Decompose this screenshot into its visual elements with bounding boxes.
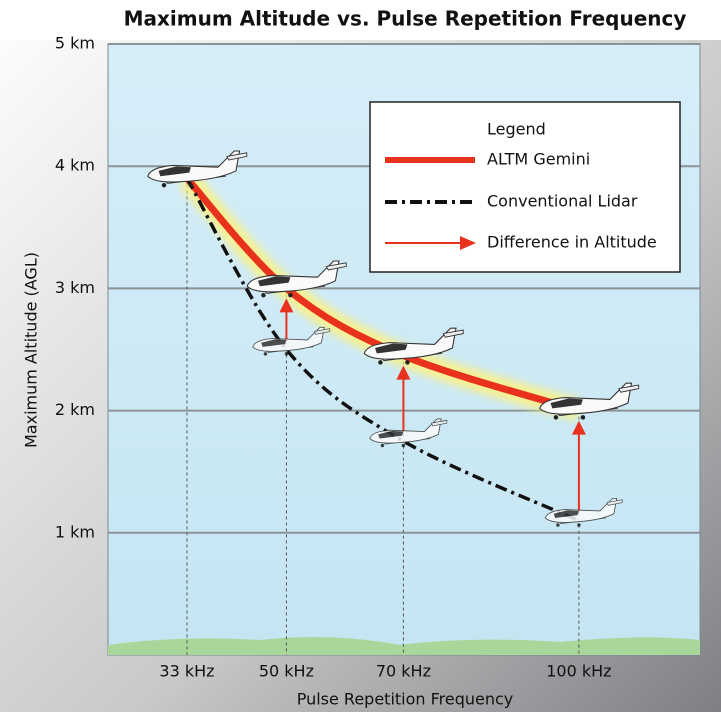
airplane-tail <box>606 499 623 506</box>
airplane-window <box>550 398 583 409</box>
airplane-wheel <box>284 352 289 356</box>
airplane-wheel <box>261 292 266 298</box>
airplane <box>246 260 347 298</box>
line <box>185 177 580 523</box>
arrow-head <box>396 365 411 380</box>
airplane-wheel <box>401 443 406 448</box>
airplane <box>544 497 623 527</box>
y-tick-label: 3 km <box>55 278 95 297</box>
title-band <box>0 0 721 40</box>
x-tick-label: 70 kHz <box>376 662 431 681</box>
airplane-wheel <box>553 415 559 420</box>
airplane-wheel <box>556 523 560 527</box>
airplane-wheel <box>580 415 586 420</box>
airplane-wheel <box>263 352 268 356</box>
x-axis-label: Pulse Repetition Frequency <box>297 690 514 709</box>
airplane-wheel <box>405 360 410 365</box>
airplane-wheel <box>380 443 385 448</box>
legend-arrow-head <box>460 236 476 250</box>
airplane <box>147 150 248 188</box>
arrow-head <box>279 298 294 313</box>
line <box>184 176 580 414</box>
airplane-window <box>261 339 287 347</box>
airplane-tail <box>226 152 248 161</box>
airplane-window <box>158 166 191 177</box>
airplane-window <box>378 430 404 439</box>
airplane <box>369 418 448 448</box>
x-tick-label: 100 kHz <box>546 662 611 681</box>
legend-label: ALTM Gemini <box>487 150 590 169</box>
legend: Legend ALTM Gemini Conventional Lidar Diff… <box>369 101 681 273</box>
legend-title: Legend <box>487 120 546 139</box>
airplane-tail <box>430 419 448 427</box>
y-tick-label: 5 km <box>55 34 95 53</box>
ground <box>108 636 700 655</box>
arrow-head <box>571 420 586 435</box>
airplane-tail <box>442 329 464 338</box>
airplane-wheel <box>577 523 581 527</box>
x-tick-label: 50 kHz <box>259 662 314 681</box>
airplane-wheel <box>188 182 194 188</box>
airplane-tail <box>618 384 640 393</box>
airplane-window <box>375 343 408 354</box>
airplane-tail <box>325 262 347 271</box>
airplane-wheel <box>378 360 383 365</box>
legend-label: Conventional Lidar <box>487 192 638 211</box>
airplane <box>363 327 464 365</box>
plot <box>108 43 700 655</box>
y-tick-label: 4 km <box>55 156 95 175</box>
airplane <box>252 326 331 356</box>
y-axis-label: Maximum Altitude (AGL) <box>22 252 41 448</box>
chart-title: Maximum Altitude vs. Pulse Repetition Fr… <box>124 7 687 31</box>
airplane-wheel <box>161 182 167 188</box>
legend-label: Difference in Altitude <box>487 233 657 252</box>
y-tick-label: 2 km <box>55 400 95 419</box>
airplane-window <box>258 276 291 287</box>
y-tick-label: 1 km <box>55 522 95 541</box>
airplane-tail <box>313 328 331 335</box>
airplane <box>539 382 640 420</box>
airplane-wheel <box>288 292 293 298</box>
x-tick-label: 33 kHz <box>159 662 214 681</box>
